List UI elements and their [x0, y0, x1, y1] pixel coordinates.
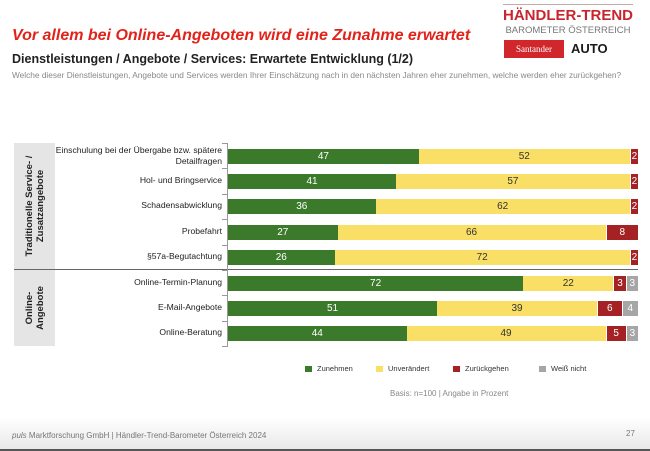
bar-zunehmen: 44 — [228, 325, 407, 341]
basis-note: Basis: n=100 | Angabe in Prozent — [390, 389, 509, 398]
bar-zunehmen: 51 — [228, 300, 438, 316]
bar-zunehmen: 47 — [228, 148, 419, 164]
bar-zur-ckgehen: 2 — [629, 148, 638, 164]
category-label: Probefahrt — [181, 226, 222, 236]
bar-wei-nicht: 4 — [621, 300, 638, 316]
category-label: Online-Beratung — [159, 327, 222, 337]
bar-zunehmen: 36 — [228, 198, 376, 214]
category-label: Hol- und Bringservice — [139, 175, 222, 185]
group-label-traditional: Traditionelle Service- / Zusatzangebote — [14, 143, 55, 269]
logo-subtitle: BAROMETER ÖSTERREICH — [505, 25, 631, 36]
haendler-trend-logo: HÄNDLER-TREND BAROMETER ÖSTERREICH Santa… — [503, 3, 633, 61]
page-number: 27 — [626, 429, 635, 438]
axis-tick — [222, 168, 227, 169]
legend-swatch — [539, 366, 546, 372]
axis-tick — [222, 270, 227, 271]
legend-zurueckgehen: Zurückgehen — [453, 364, 509, 373]
y-axis — [227, 143, 228, 347]
bar-unver-ndert: 66 — [337, 224, 606, 240]
question: Welche dieser Dienstleistungen, Angebote… — [12, 70, 622, 80]
axis-tick — [222, 321, 227, 322]
bar-unver-ndert: 72 — [334, 249, 630, 265]
headline: Vor allem bei Online-Angeboten wird eine… — [12, 27, 471, 44]
bar-unver-ndert: 39 — [437, 300, 597, 316]
bar-zur-ckgehen: 2 — [629, 249, 638, 265]
bar-zur-ckgehen: 5 — [605, 325, 626, 341]
group-label-online: Online-Angebote — [14, 270, 55, 346]
bar-zur-ckgehen: 3 — [613, 275, 626, 291]
axis-tick — [222, 346, 227, 347]
bar-unver-ndert: 62 — [375, 198, 630, 214]
category-label: §57a-Begutachtung — [146, 251, 222, 261]
bar-unver-ndert: 22 — [523, 275, 614, 291]
axis-tick — [222, 143, 227, 144]
footer-shade — [0, 418, 650, 449]
bar-unver-ndert: 49 — [406, 325, 606, 341]
legend-weiss-nicht: Weiß nicht — [539, 364, 586, 373]
auto-logo: AUTO — [571, 41, 608, 56]
bar-wei-nicht: 3 — [625, 275, 638, 291]
bar-zur-ckgehen: 2 — [629, 173, 638, 189]
axis-tick — [222, 295, 227, 296]
legend-swatch — [376, 366, 383, 372]
legend-zunehmen: Zunehmen — [305, 364, 353, 373]
legend-swatch — [453, 366, 460, 372]
footer: puls Marktforschung GmbH | Händler-Trend… — [12, 431, 267, 440]
bar-unver-ndert: 52 — [418, 148, 630, 164]
category-label: Einschulung bei der Übergabe bzw. später… — [55, 145, 222, 166]
legend-unveraendert: Unverändert — [376, 364, 429, 373]
axis-tick — [222, 219, 227, 220]
axis-tick — [222, 194, 227, 195]
bar-unver-ndert: 57 — [396, 173, 630, 189]
bar-zur-ckgehen: 6 — [597, 300, 622, 316]
bar-wei-nicht: 3 — [625, 325, 638, 341]
logo-title: HÄNDLER-TREND — [503, 7, 633, 24]
bar-zur-ckgehen: 2 — [629, 198, 638, 214]
bar-zunehmen: 72 — [228, 275, 524, 291]
axis-tick — [222, 245, 227, 246]
bar-zunehmen: 41 — [228, 173, 397, 189]
group-divider — [14, 269, 638, 270]
santander-logo: Santander — [504, 40, 564, 58]
bar-zunehmen: 27 — [228, 224, 338, 240]
category-label: E-Mail-Angebote — [157, 302, 222, 312]
bar-zur-ckgehen: 8 — [605, 224, 638, 240]
subtitle: Dienstleistungen / Angebote / Services: … — [12, 52, 414, 66]
bottom-border — [0, 449, 650, 451]
category-label: Schadensabwicklung — [141, 200, 222, 210]
category-label: Online-Termin-Planung — [134, 277, 222, 287]
legend-swatch — [305, 366, 312, 372]
bar-zunehmen: 26 — [228, 249, 335, 265]
